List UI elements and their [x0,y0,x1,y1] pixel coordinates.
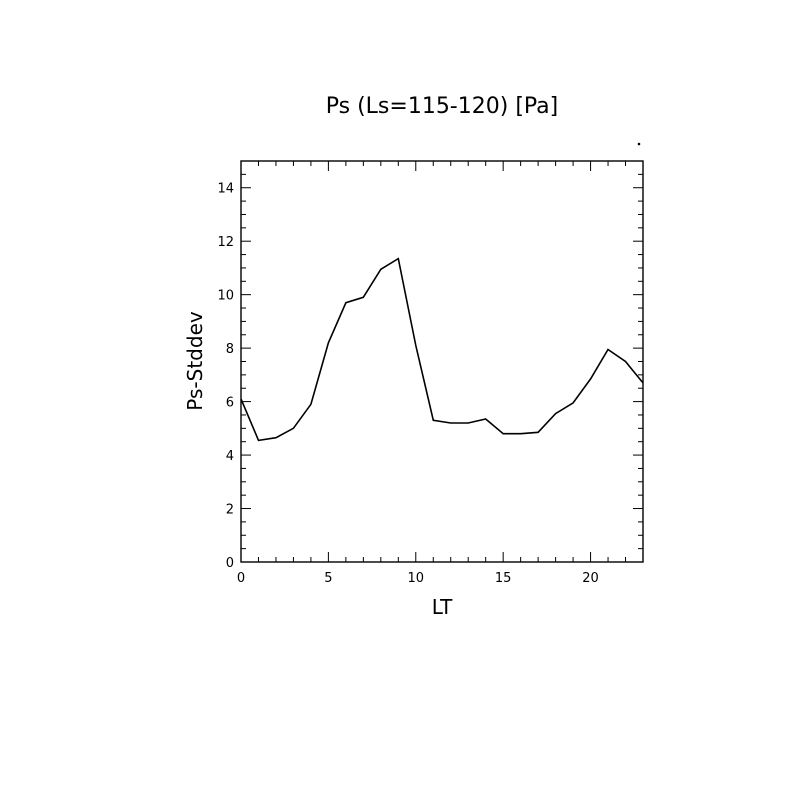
ticks [240,160,644,563]
y-tick-label: 2 [226,503,234,518]
tick-labels: 0 2 4 6 8 10 12 14 0 5 10 15 20 [217,182,598,586]
corner-dot [637,142,641,146]
chart-title: Ps (Ls=115-120) [Pa] [326,94,559,119]
x-tick-label: 5 [324,571,332,586]
y-tick-label: 10 [217,289,234,304]
y-tick-label: 0 [226,556,234,571]
y-tick-label: 4 [226,449,234,464]
x-tick-label: 15 [495,571,512,586]
x-tick-label: 10 [408,571,425,586]
x-tick-label: 0 [237,571,245,586]
y-tick-label: 6 [226,396,234,411]
y-tick-label: 12 [217,235,234,250]
plot-frame [240,160,644,563]
series-line [240,257,644,442]
y-tick-label: 14 [217,182,234,197]
x-tick-label: 20 [582,571,599,586]
y-axis-label: Ps-Stddev [183,311,207,411]
y-tick-label: 8 [226,342,234,357]
x-axis-label: LT [432,595,453,619]
